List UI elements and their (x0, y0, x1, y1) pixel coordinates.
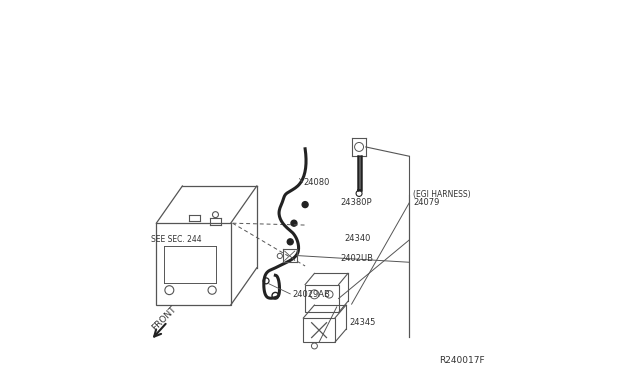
Circle shape (287, 239, 293, 245)
Text: 24029AB: 24029AB (292, 291, 330, 299)
Text: 24080: 24080 (303, 178, 330, 187)
Circle shape (302, 202, 308, 208)
Text: 24340: 24340 (344, 234, 371, 243)
Text: R240017F: R240017F (439, 356, 484, 365)
Text: 2402UB: 2402UB (340, 254, 374, 263)
Text: 24345: 24345 (349, 318, 376, 327)
Text: SEE SEC. 244: SEE SEC. 244 (151, 235, 202, 244)
Text: (EGI HARNESS): (EGI HARNESS) (413, 190, 470, 199)
Text: FRONT: FRONT (150, 304, 179, 332)
Text: 24079: 24079 (413, 198, 440, 207)
Circle shape (291, 220, 297, 226)
Text: 24380P: 24380P (340, 198, 372, 207)
